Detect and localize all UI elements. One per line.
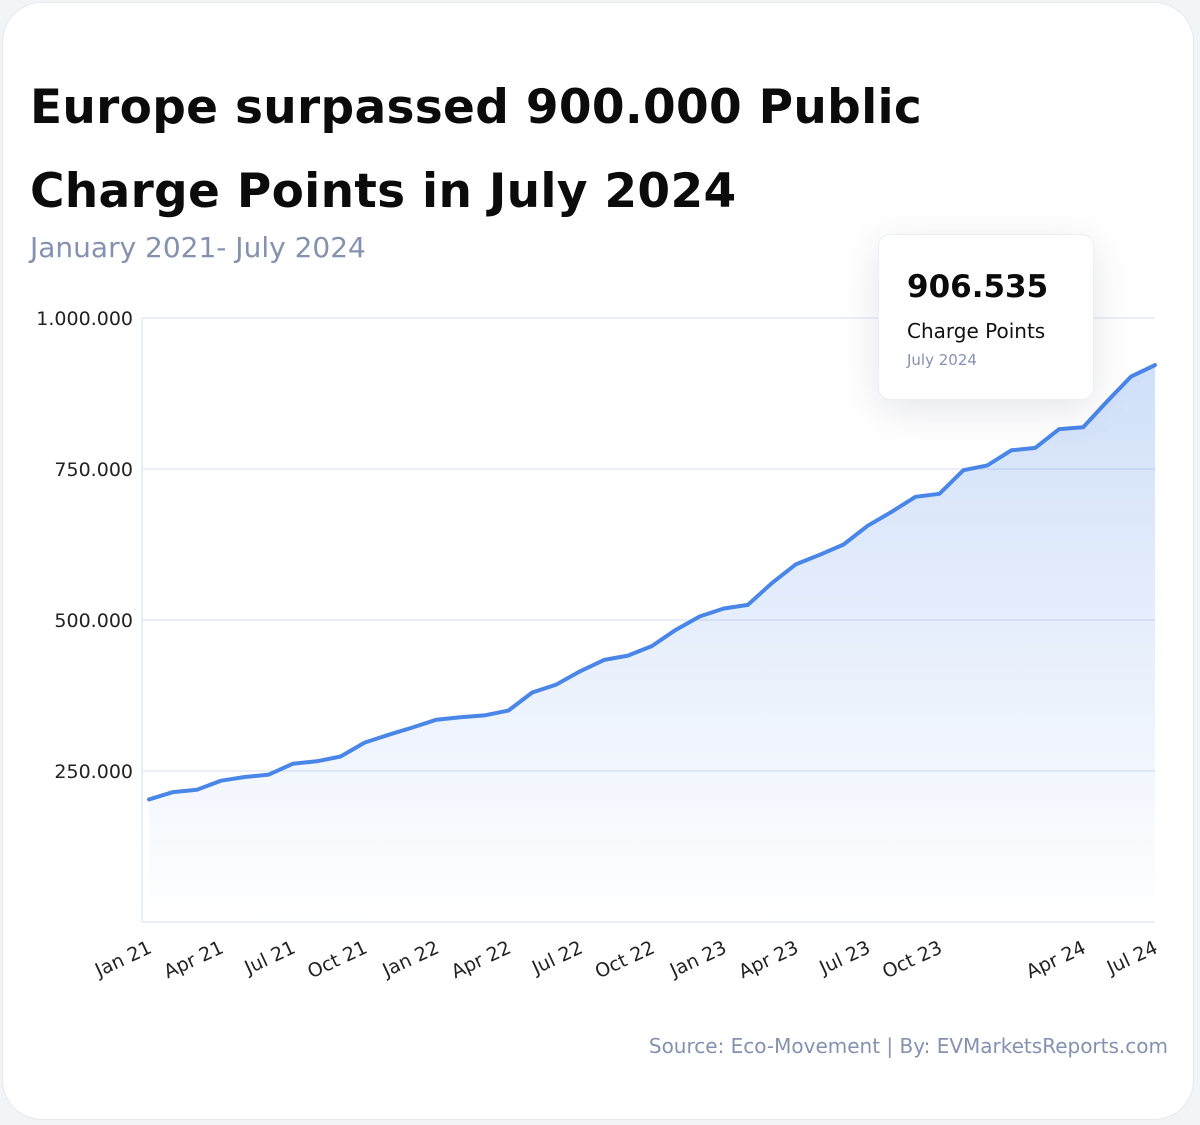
x-tick-label: Apr 24 — [1023, 937, 1089, 984]
y-axis-ticks: 250.000 500.000 750.000 1.000.000 — [36, 308, 133, 783]
x-tick-label: Jul 21 — [240, 937, 298, 980]
x-tick-label: Jan 23 — [666, 937, 730, 983]
x-tick-label: Apr 23 — [735, 937, 801, 984]
series-line — [147, 363, 1157, 802]
y-tick-label: 250.000 — [54, 761, 133, 783]
value-tooltip: 906.535 Charge Points July 2024 — [878, 234, 1094, 400]
line-layer — [147, 363, 1157, 802]
x-tick-label: Jul 23 — [815, 937, 873, 980]
x-tick-label: Oct 21 — [304, 937, 370, 984]
tooltip-date: July 2024 — [907, 351, 977, 369]
x-axis-ticks: Jan 21 Apr 21 Jul 21 Oct 21 Jan 22 Apr 22 Jul … — [91, 937, 1161, 984]
tooltip-value: 906.535 — [907, 269, 1049, 305]
chart-title: Europe surpassed 900.000 Public Charge P… — [30, 80, 923, 219]
x-tick-label: Jul 22 — [528, 937, 586, 980]
x-tick-label: Oct 23 — [879, 937, 945, 984]
x-tick-label: Oct 22 — [592, 937, 658, 984]
x-tick-label: Jan 21 — [91, 937, 155, 983]
source-credit: Source: Eco-Movement | By: EVMarketsRepo… — [648, 1034, 1168, 1058]
series-area — [149, 365, 1155, 923]
y-tick-label: 1.000.000 — [36, 308, 133, 330]
y-tick-label: 750.000 — [54, 459, 133, 481]
x-tick-label: Apr 22 — [448, 937, 514, 984]
x-tick-label: Jul 24 — [1103, 937, 1161, 980]
chart-subtitle: January 2021- July 2024 — [30, 231, 366, 264]
x-tick-label: Apr 21 — [160, 937, 226, 984]
tooltip-label: Charge Points — [907, 319, 1046, 343]
area-layer — [149, 365, 1155, 923]
x-tick-label: Jan 22 — [378, 937, 442, 983]
y-tick-label: 500.000 — [54, 610, 133, 632]
